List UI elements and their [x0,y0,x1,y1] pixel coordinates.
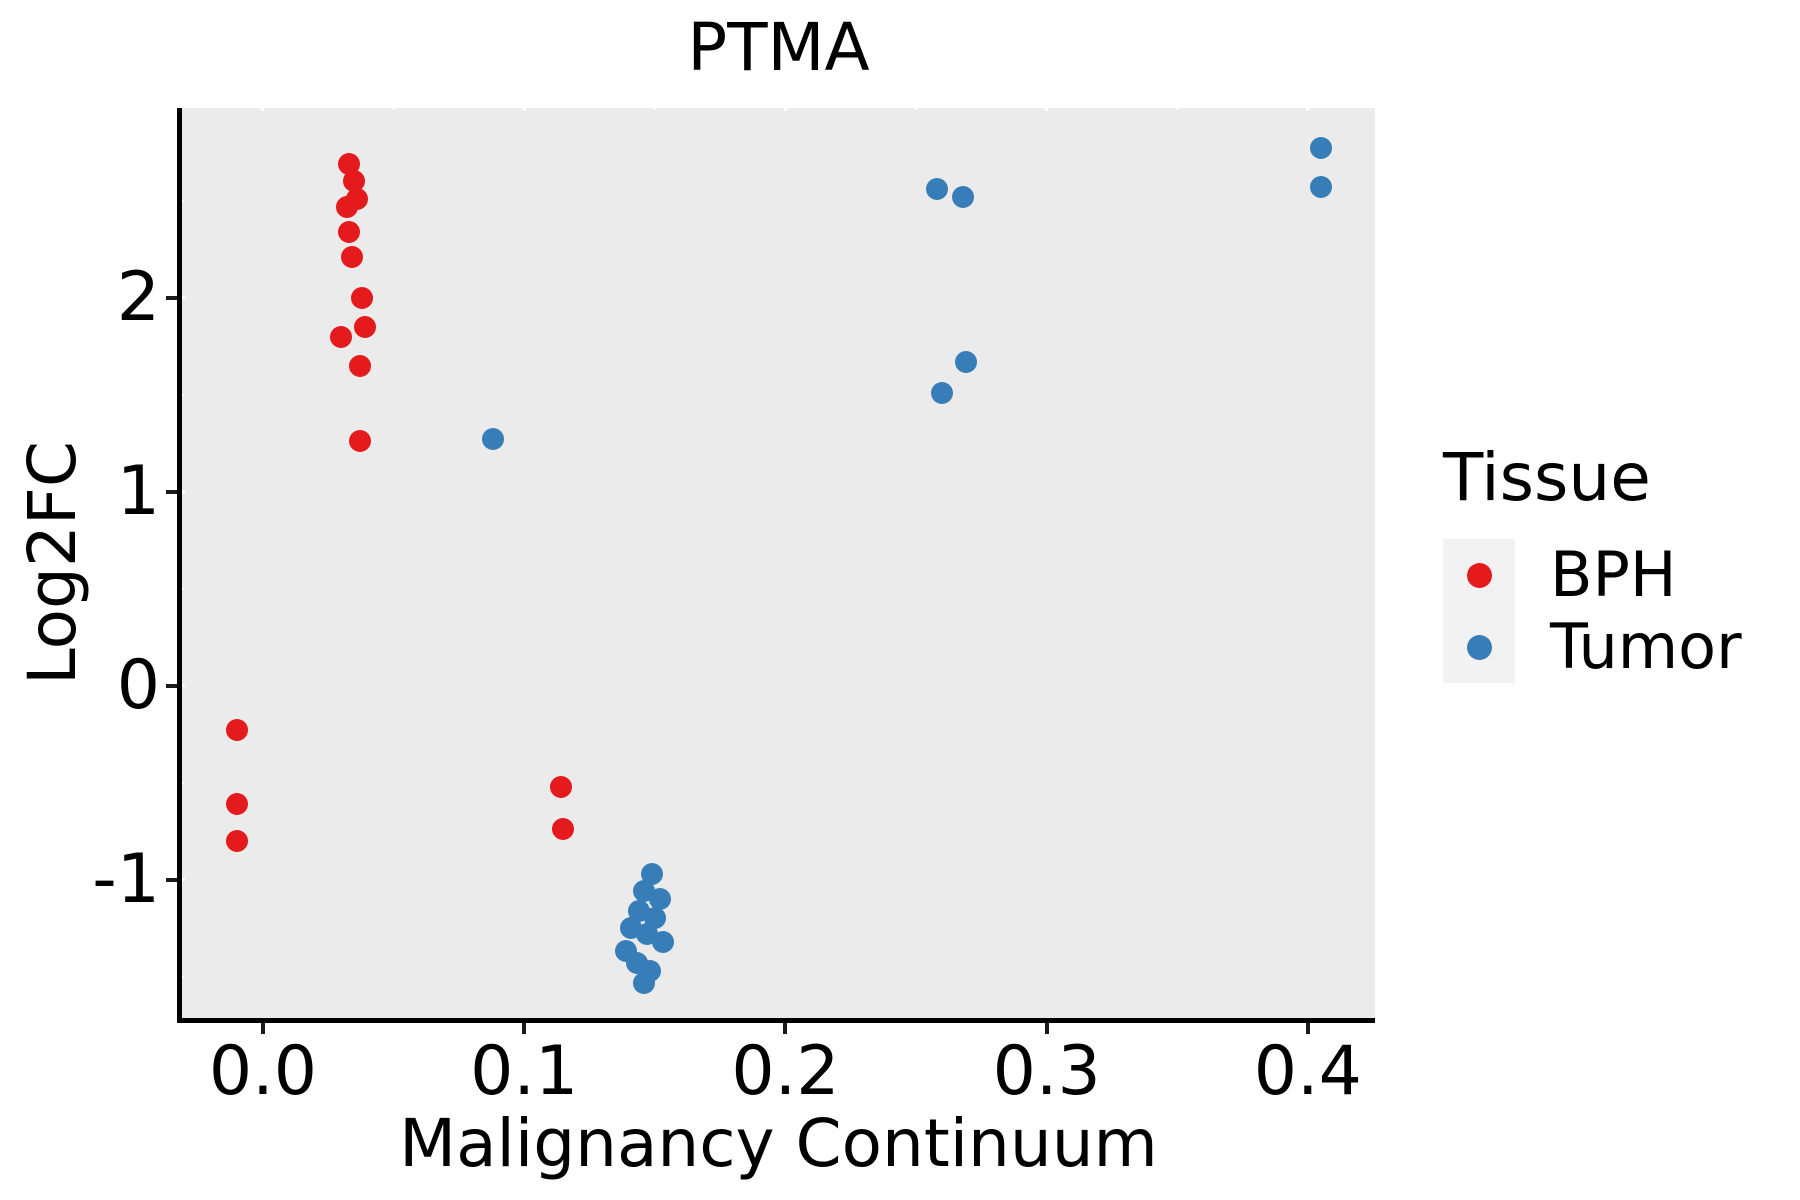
gridline-major [182,878,185,882]
legend: Tissue BPH Tumor [1443,438,1742,683]
legend-entry-label: Tumor [1550,610,1742,683]
gridline-major [783,108,787,111]
gridline-major [1045,108,1049,111]
x-tick-label: 0.1 [470,1032,579,1111]
x-tick-mark [783,1023,788,1034]
data-point-tumor [649,888,672,911]
x-tick-mark [260,1023,265,1034]
legend-key-box [1443,611,1515,683]
data-point-bph [225,829,248,852]
x-tick-label: 0.3 [992,1032,1101,1111]
x-axis-title: Malignancy Continuum [399,1105,1158,1182]
bph-point-icon [1466,562,1492,588]
gridline-major [261,108,265,111]
gridline-major [182,296,185,300]
data-point-tumor [633,971,656,994]
gridline-minor [392,108,395,110]
gridline-major [1306,108,1310,111]
data-point-bph [330,325,353,348]
data-point-bph [340,245,363,268]
legend-entry-label: BPH [1550,538,1677,611]
data-point-bph [335,195,358,218]
data-point-bph [351,286,374,309]
y-tick-mark [166,489,177,494]
tumor-point-icon [1466,634,1492,660]
x-tick-mark [1305,1023,1310,1034]
gridline-major [522,108,526,111]
gridline-minor [182,781,184,784]
data-point-tumor [1309,137,1332,160]
data-point-tumor [641,862,664,885]
data-point-bph [549,775,572,798]
y-tick-label: 2 [116,257,160,337]
data-point-tumor [952,185,975,208]
data-point-bph [343,170,366,193]
data-point-tumor [925,178,948,201]
legend-title: Tissue [1443,439,1651,516]
y-tick-label: 0 [116,645,160,725]
x-axis-line [177,1018,1375,1023]
data-point-tumor [1309,176,1332,199]
data-point-bph [225,793,248,816]
x-tick-label: 0.2 [731,1032,840,1111]
x-tick-mark [1044,1023,1049,1034]
y-axis-title: Log2FC [14,441,91,685]
gridline-major [182,684,185,688]
gridline-minor [182,975,184,978]
data-point-tumor [931,381,954,404]
data-point-tumor [954,350,977,373]
data-point-bph [348,354,371,377]
gridline-minor [182,393,184,396]
y-tick-label: -1 [92,839,160,919]
y-tick-mark [166,683,177,688]
gridline-major [182,490,185,494]
data-point-bph [338,220,361,243]
data-point-bph [225,719,248,742]
y-axis-line [177,108,182,1023]
gridline-minor [1176,108,1179,110]
gridline-minor [182,199,184,202]
legend-key-box [1443,539,1515,611]
plot-panel [182,108,1375,1018]
x-tick-mark [522,1023,527,1034]
legend-entry-bph: BPH [1443,539,1742,611]
y-tick-label: 1 [116,451,160,531]
chart-title: PTMA [687,9,870,86]
y-tick-mark [166,295,177,300]
gridline-minor [182,587,184,590]
gridline-minor [915,108,918,110]
legend-entry-tumor: Tumor [1443,611,1742,683]
x-tick-label: 0.4 [1253,1032,1362,1111]
data-point-bph [348,430,371,453]
gridline-minor [653,108,656,110]
data-point-tumor [481,428,504,451]
data-point-bph [353,315,376,338]
data-point-bph [338,152,361,175]
data-point-bph [552,818,575,841]
x-tick-label: 0.0 [208,1032,318,1111]
data-point-tumor [651,930,674,953]
y-tick-mark [166,877,177,882]
